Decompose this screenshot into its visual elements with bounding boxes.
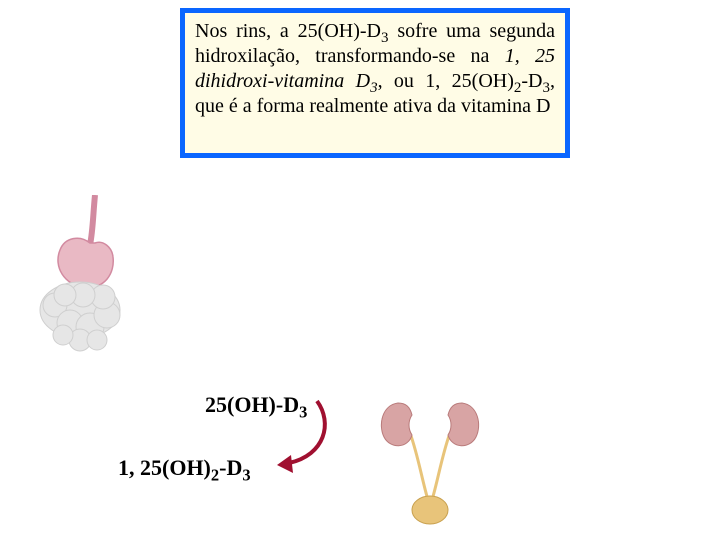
digestive-system-icon [35, 195, 155, 365]
kidneys-icon [370, 395, 490, 530]
label-125oh2-d3: 1, 25(OH)2-D3 [118, 455, 251, 481]
conversion-arrow-icon [275, 395, 335, 475]
info-text-box: Nos rins, a 25(OH)-D3 sofre uma segunda … [180, 8, 570, 158]
info-text-content: Nos rins, a 25(OH)-D3 sofre uma segunda … [195, 20, 555, 117]
